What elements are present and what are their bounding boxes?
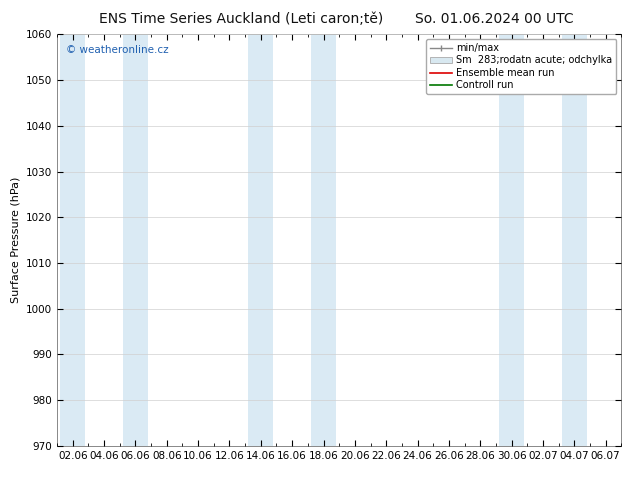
Text: © weatheronline.cz: © weatheronline.cz [65, 45, 168, 54]
Y-axis label: Surface Pressure (hPa): Surface Pressure (hPa) [10, 177, 20, 303]
Text: So. 01.06.2024 00 UTC: So. 01.06.2024 00 UTC [415, 12, 574, 26]
Bar [562, 34, 587, 446]
Legend: min/max, Sm  283;rodatn acute; odchylka, Ensemble mean run, Controll run: min/max, Sm 283;rodatn acute; odchylka, … [426, 39, 616, 94]
Bar [60, 34, 85, 446]
Bar [499, 34, 524, 446]
Bar [311, 34, 336, 446]
Bar [249, 34, 273, 446]
Text: ENS Time Series Auckland (Leti caron;tě): ENS Time Series Auckland (Leti caron;tě) [99, 12, 383, 26]
Bar [123, 34, 148, 446]
